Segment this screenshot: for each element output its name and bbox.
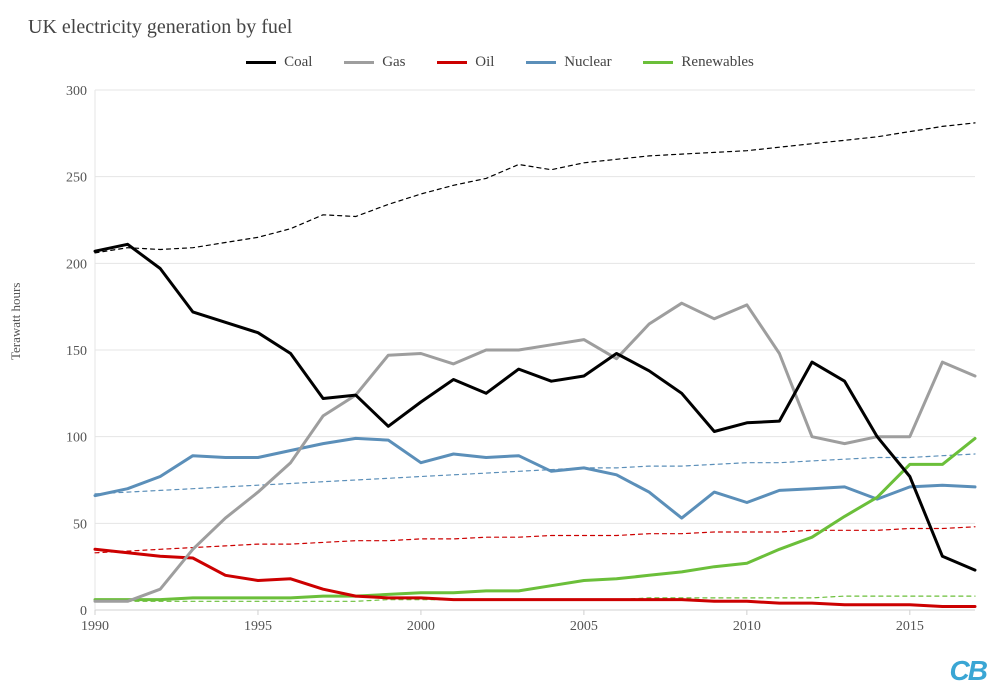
legend-swatch-nuclear	[526, 61, 556, 64]
plot-svg: 0 50 100 150 200 250 300 1990 1995 2000 2005 2010 20…	[55, 80, 985, 640]
svg-text:50: 50	[73, 517, 87, 532]
legend-item-coal: Coal	[246, 54, 312, 71]
legend-swatch-gas	[344, 61, 374, 64]
legend-item-renewables: Renewables	[643, 54, 753, 71]
svg-text:200: 200	[66, 257, 87, 272]
legend-item-oil: Oil	[437, 54, 494, 71]
legend-item-gas: Gas	[344, 54, 405, 71]
chart-container: UK electricity generation by fuel Coal G…	[0, 0, 1000, 693]
legend-label: Renewables	[681, 54, 753, 71]
svg-text:300: 300	[66, 84, 87, 99]
legend-label: Coal	[284, 54, 312, 71]
y-axis-label: Terawatt hours	[8, 283, 24, 360]
watermark-logo: CB	[950, 655, 986, 687]
svg-text:250: 250	[66, 171, 87, 186]
svg-text:2005: 2005	[570, 619, 598, 634]
legend: Coal Gas Oil Nuclear Renewables	[0, 52, 1000, 71]
svg-text:0: 0	[80, 604, 87, 619]
plot-area: 0 50 100 150 200 250 300 1990 1995 2000 2005 2010 20…	[55, 80, 985, 640]
svg-text:2000: 2000	[407, 619, 435, 634]
svg-text:1990: 1990	[81, 619, 109, 634]
page-title: UK electricity generation by fuel	[28, 16, 292, 39]
legend-item-nuclear: Nuclear	[526, 54, 611, 71]
svg-text:100: 100	[66, 431, 87, 446]
legend-swatch-renewables	[643, 61, 673, 64]
legend-swatch-coal	[246, 61, 276, 64]
legend-swatch-oil	[437, 61, 467, 64]
svg-text:2015: 2015	[896, 619, 924, 634]
svg-text:150: 150	[66, 344, 87, 359]
legend-label: Nuclear	[564, 54, 611, 71]
svg-text:1995: 1995	[244, 619, 272, 634]
legend-label: Gas	[382, 54, 405, 71]
legend-label: Oil	[475, 54, 494, 71]
svg-text:2010: 2010	[733, 619, 761, 634]
